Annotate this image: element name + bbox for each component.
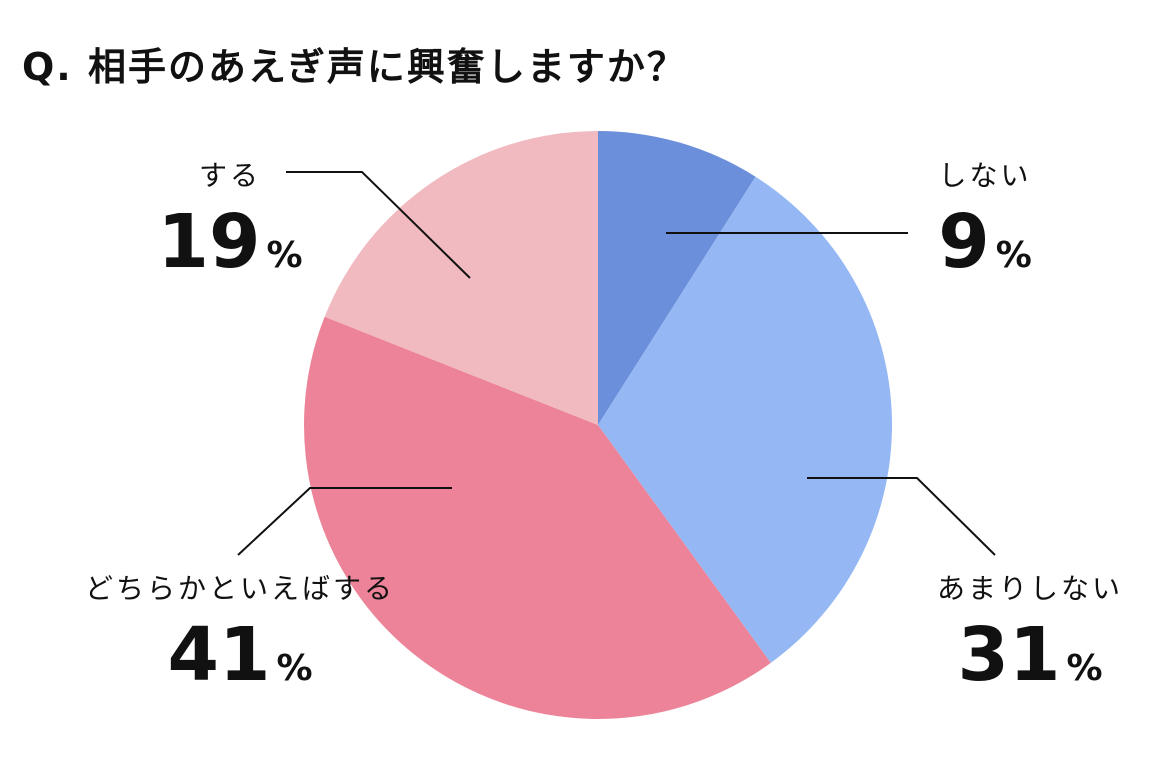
slice-label-4: する — [199, 159, 261, 192]
slice-value-1: 9% — [938, 199, 1032, 285]
leader-lines — [237, 171, 996, 556]
pie-slice-1 — [598, 131, 756, 425]
slice-label-1: しない — [938, 159, 1031, 192]
slice-label-3: どちらかといえばする — [85, 572, 395, 605]
slice-labels: しない 9 % あまりしない 31 % どちらかといえばする 41 % する 19% — [85, 159, 1123, 698]
leader-line-3 — [237, 487, 452, 556]
chart-title: Q. 相手のあえぎ声に興奮しますか？ — [22, 45, 687, 89]
slice-value-3: 41% — [167, 612, 312, 698]
leader-line-2 — [807, 477, 996, 556]
pie-slice-2 — [598, 176, 892, 663]
slice-label-2: あまりしない — [937, 572, 1123, 605]
slice-value-4: 19% — [157, 199, 302, 285]
leader-line-4 — [286, 171, 471, 279]
pie-slice-3 — [304, 316, 771, 719]
pie-slice-4 — [324, 131, 598, 425]
pie-slices — [304, 131, 892, 719]
slice-value-2: 31% — [957, 612, 1102, 698]
